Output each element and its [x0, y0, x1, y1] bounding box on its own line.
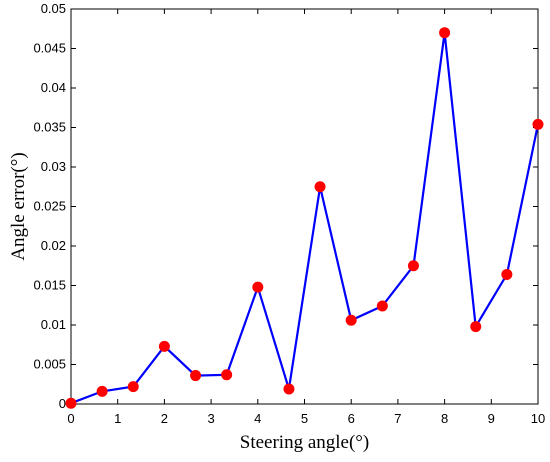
y-tick-label: 0.045	[33, 41, 66, 56]
x-axis: 0 1 2 3 4 5 6 7 8 9 10	[67, 9, 545, 426]
y-tick-label: 0.025	[33, 199, 66, 214]
x-tick-label: 1	[114, 411, 121, 426]
y-tick-label: 0.05	[41, 1, 66, 16]
data-markers	[65, 27, 544, 409]
series-line	[70, 32, 540, 405]
x-tick-label: 2	[161, 411, 168, 426]
x-tick-label: 6	[348, 411, 355, 426]
x-tick-label: 5	[301, 411, 308, 426]
data-point	[501, 268, 513, 280]
y-tick-label: 0.03	[41, 159, 66, 174]
y-tick-label: 0.02	[41, 238, 66, 253]
data-point	[345, 314, 357, 326]
data-point	[65, 397, 77, 409]
data-point	[158, 340, 170, 352]
y-tick-label: 0	[59, 396, 66, 411]
y-tick-label: 0.04	[41, 80, 66, 95]
data-point	[96, 385, 108, 397]
plot-area	[70, 8, 539, 405]
y-tick-label: 0.035	[33, 120, 66, 135]
x-tick-label: 0	[67, 411, 74, 426]
y-tick-label: 0.01	[41, 317, 66, 332]
y-tick-label: 0.015	[33, 278, 66, 293]
x-tick-label: 8	[441, 411, 448, 426]
x-tick-label: 4	[254, 411, 261, 426]
data-point	[532, 118, 544, 130]
x-tick-label: 7	[394, 411, 401, 426]
data-point	[407, 260, 419, 272]
x-axis-label: Steering angle(°)	[240, 432, 369, 453]
data-point	[314, 181, 326, 193]
data-point	[439, 27, 451, 39]
data-point	[190, 370, 202, 382]
x-tick-label: 10	[531, 411, 545, 426]
data-point	[283, 383, 295, 395]
y-tick-label: 0.005	[33, 357, 66, 372]
y-axis-label: Angle error(°)	[8, 152, 29, 260]
data-point	[376, 300, 388, 312]
data-point	[127, 381, 139, 393]
x-tick-label: 3	[207, 411, 214, 426]
data-point	[470, 321, 482, 333]
x-tick-label: 9	[488, 411, 495, 426]
data-point	[221, 369, 233, 381]
y-axis: 0 0.005 0.01 0.015 0.02 0.025 0.03 0.035 0.04 0.0…	[33, 1, 538, 411]
data-point	[252, 281, 264, 293]
